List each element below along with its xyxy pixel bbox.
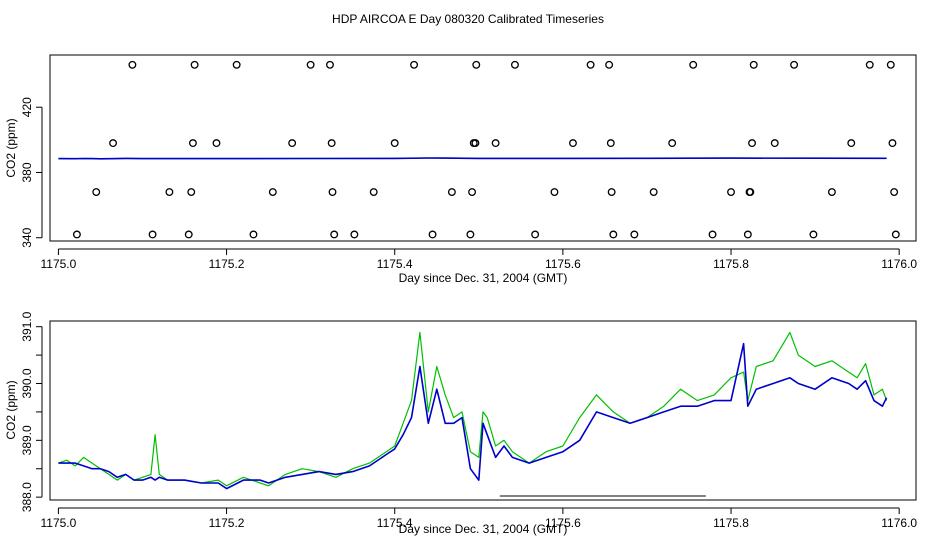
scatter-point [92,188,101,197]
scatter-point [472,60,481,69]
x-tick-label: 1175.2 [209,516,245,530]
x-axis-label-2: Day since Dec. 31, 2004 (GMT) [399,522,568,536]
plot-frame-2 [49,320,917,501]
scatter-point [148,230,157,239]
scatter-point [468,188,477,197]
scatter-point [72,230,81,239]
scatter-point [668,139,677,148]
scatter-point [188,139,197,148]
y-axis-label-2: CO2 (ppm) [4,380,18,439]
y-tick-label: 388.0 [20,482,34,512]
scatter-point [327,139,336,148]
scatter-point [510,60,519,69]
x-tick-label: 1175.4 [377,257,413,271]
scatter-point [128,60,137,69]
scatter-point [891,230,900,239]
x-axis-2: 1175.0 1175.2 1175.4 1175.6 1175.8 1176.0 [41,507,917,530]
scatter-point [689,60,698,69]
x-tick-label: 1175.8 [713,516,749,530]
series-line-1 [58,331,888,487]
scatter-point [369,188,378,197]
x-tick-label: 1175.0 [41,516,77,530]
x-tick-label: 1175.8 [713,257,749,271]
scatter-point [746,188,755,197]
scatter-point [708,230,717,239]
x-axis-1: 1175.0 1175.2 1175.4 1175.6 1175.8 1176.0 [41,248,917,271]
scatter-point [609,230,618,239]
scatter-point [328,188,337,197]
panel-1: 340 380 420 1175.0 1175.2 1175.4 1175.6 1175.8… [4,54,917,285]
scatter-point [790,60,799,69]
x-tick-label: 1176.0 [881,257,917,271]
scatter-point [630,230,639,239]
y-tick-label: 391.0 [20,311,34,341]
x-tick-label: 1176.0 [881,516,917,530]
scatter-point [268,188,277,197]
x-tick-label: 1175.6 [545,257,581,271]
scatter-point [550,188,559,197]
scatter-point [607,188,616,197]
scatter-point [770,139,779,148]
scatter-points-1 [72,60,900,239]
scatter-point [491,139,500,148]
scatter-point [865,60,874,69]
scatter-point [447,188,456,197]
scatter-point [410,60,419,69]
scatter-point [350,230,359,239]
chart-title: HDP AIRCOA E Day 080320 Calibrated Times… [332,12,604,26]
y-tick-label: 340 [20,227,34,247]
plot-frame-1 [49,54,917,242]
x-tick-label: 1175.2 [209,257,245,271]
scatter-point [606,139,615,148]
y-axis-2: 388.0 389.0 390.0 391.0 [20,311,43,512]
y-axis-1: 340 380 420 [20,97,43,248]
scatter-point [531,230,540,239]
x-axis-label-1: Day since Dec. 31, 2004 (GMT) [399,271,568,285]
scatter-point [890,188,899,197]
x-tick-label: 1175.6 [545,516,581,530]
x-tick-label: 1175.0 [41,257,77,271]
series-group-2 [58,331,888,490]
scatter-point [888,139,897,148]
scatter-point [847,139,856,148]
scatter-point [330,230,339,239]
scatter-point [809,230,818,239]
scatter-point [471,139,480,148]
scatter-point [428,230,437,239]
scatter-point [326,60,334,69]
scatter-point [748,139,756,148]
series-line-2 [58,342,888,490]
y-tick-label: 380 [20,162,34,182]
scatter-point [586,60,595,69]
y-tick-label: 390.0 [20,368,34,398]
scatter-point [184,230,193,239]
scatter-point [232,60,241,69]
scatter-point [109,139,118,148]
scatter-point [886,60,895,69]
scatter-point [827,188,836,197]
y-axis-label-1: CO2 (ppm) [4,118,18,177]
scatter-point [306,60,315,69]
scatter-point [605,60,614,69]
scatter-point [190,60,199,69]
scatter-point [466,230,475,239]
series-group-1 [58,157,887,160]
series-line-2 [58,157,887,160]
scatter-point [249,230,258,239]
scatter-point [749,60,758,69]
scatter-point [165,188,174,197]
scatter-point [212,139,221,148]
scatter-point [390,139,399,148]
scatter-point [727,188,735,197]
scatter-point [187,188,196,197]
y-tick-label: 389.0 [20,425,34,455]
scatter-point [288,139,297,148]
scatter-point [743,230,752,239]
scatter-point [649,188,658,197]
x-tick-label: 1175.4 [377,516,413,530]
scatter-point [569,139,577,148]
y-tick-label: 420 [20,97,34,117]
